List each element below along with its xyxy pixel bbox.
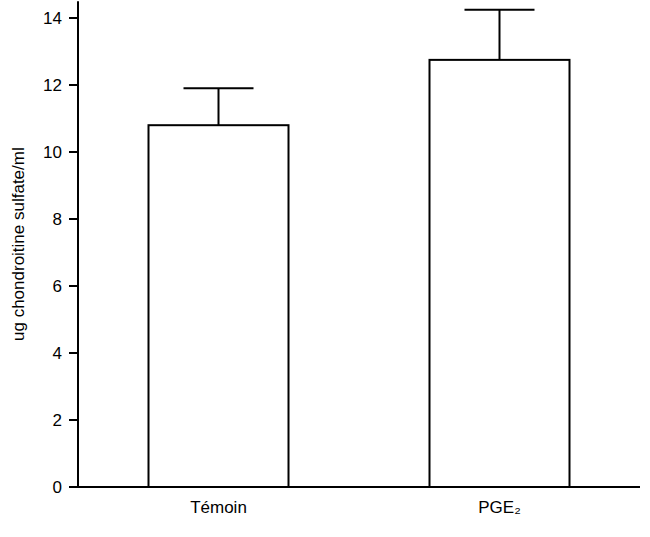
y-tick-label: 8 (53, 210, 62, 229)
y-tick (69, 218, 78, 220)
bar (149, 125, 289, 487)
y-axis-label: ug chondroitine sulfate/ml (9, 147, 28, 341)
y-tick (69, 352, 78, 354)
error-bar (184, 88, 254, 125)
y-tick-label: 2 (53, 411, 62, 430)
y-tick-label: 0 (53, 478, 62, 497)
y-tick-label: 14 (43, 9, 62, 28)
y-tick-label: 12 (43, 76, 62, 95)
y-tick (69, 17, 78, 19)
y-tick (69, 486, 78, 488)
y-tick (69, 285, 78, 287)
y-tick-label: 10 (43, 143, 62, 162)
y-tick (69, 419, 78, 421)
error-bar (465, 10, 535, 60)
x-tick-label: PGE₂ (478, 498, 521, 517)
plot-area (149, 10, 570, 487)
chart: 0 2 4 6 8 10 12 14 Témoin PGE₂ ug chondroitine sul… (0, 0, 650, 537)
y-tick-label: 6 (53, 277, 62, 296)
y-tick (69, 151, 78, 153)
bar (430, 60, 570, 487)
y-tick-label: 4 (53, 344, 62, 363)
y-axis (77, 1, 79, 487)
x-tick-label: Témoin (190, 498, 247, 517)
x-axis (78, 486, 640, 488)
y-tick (69, 84, 78, 86)
